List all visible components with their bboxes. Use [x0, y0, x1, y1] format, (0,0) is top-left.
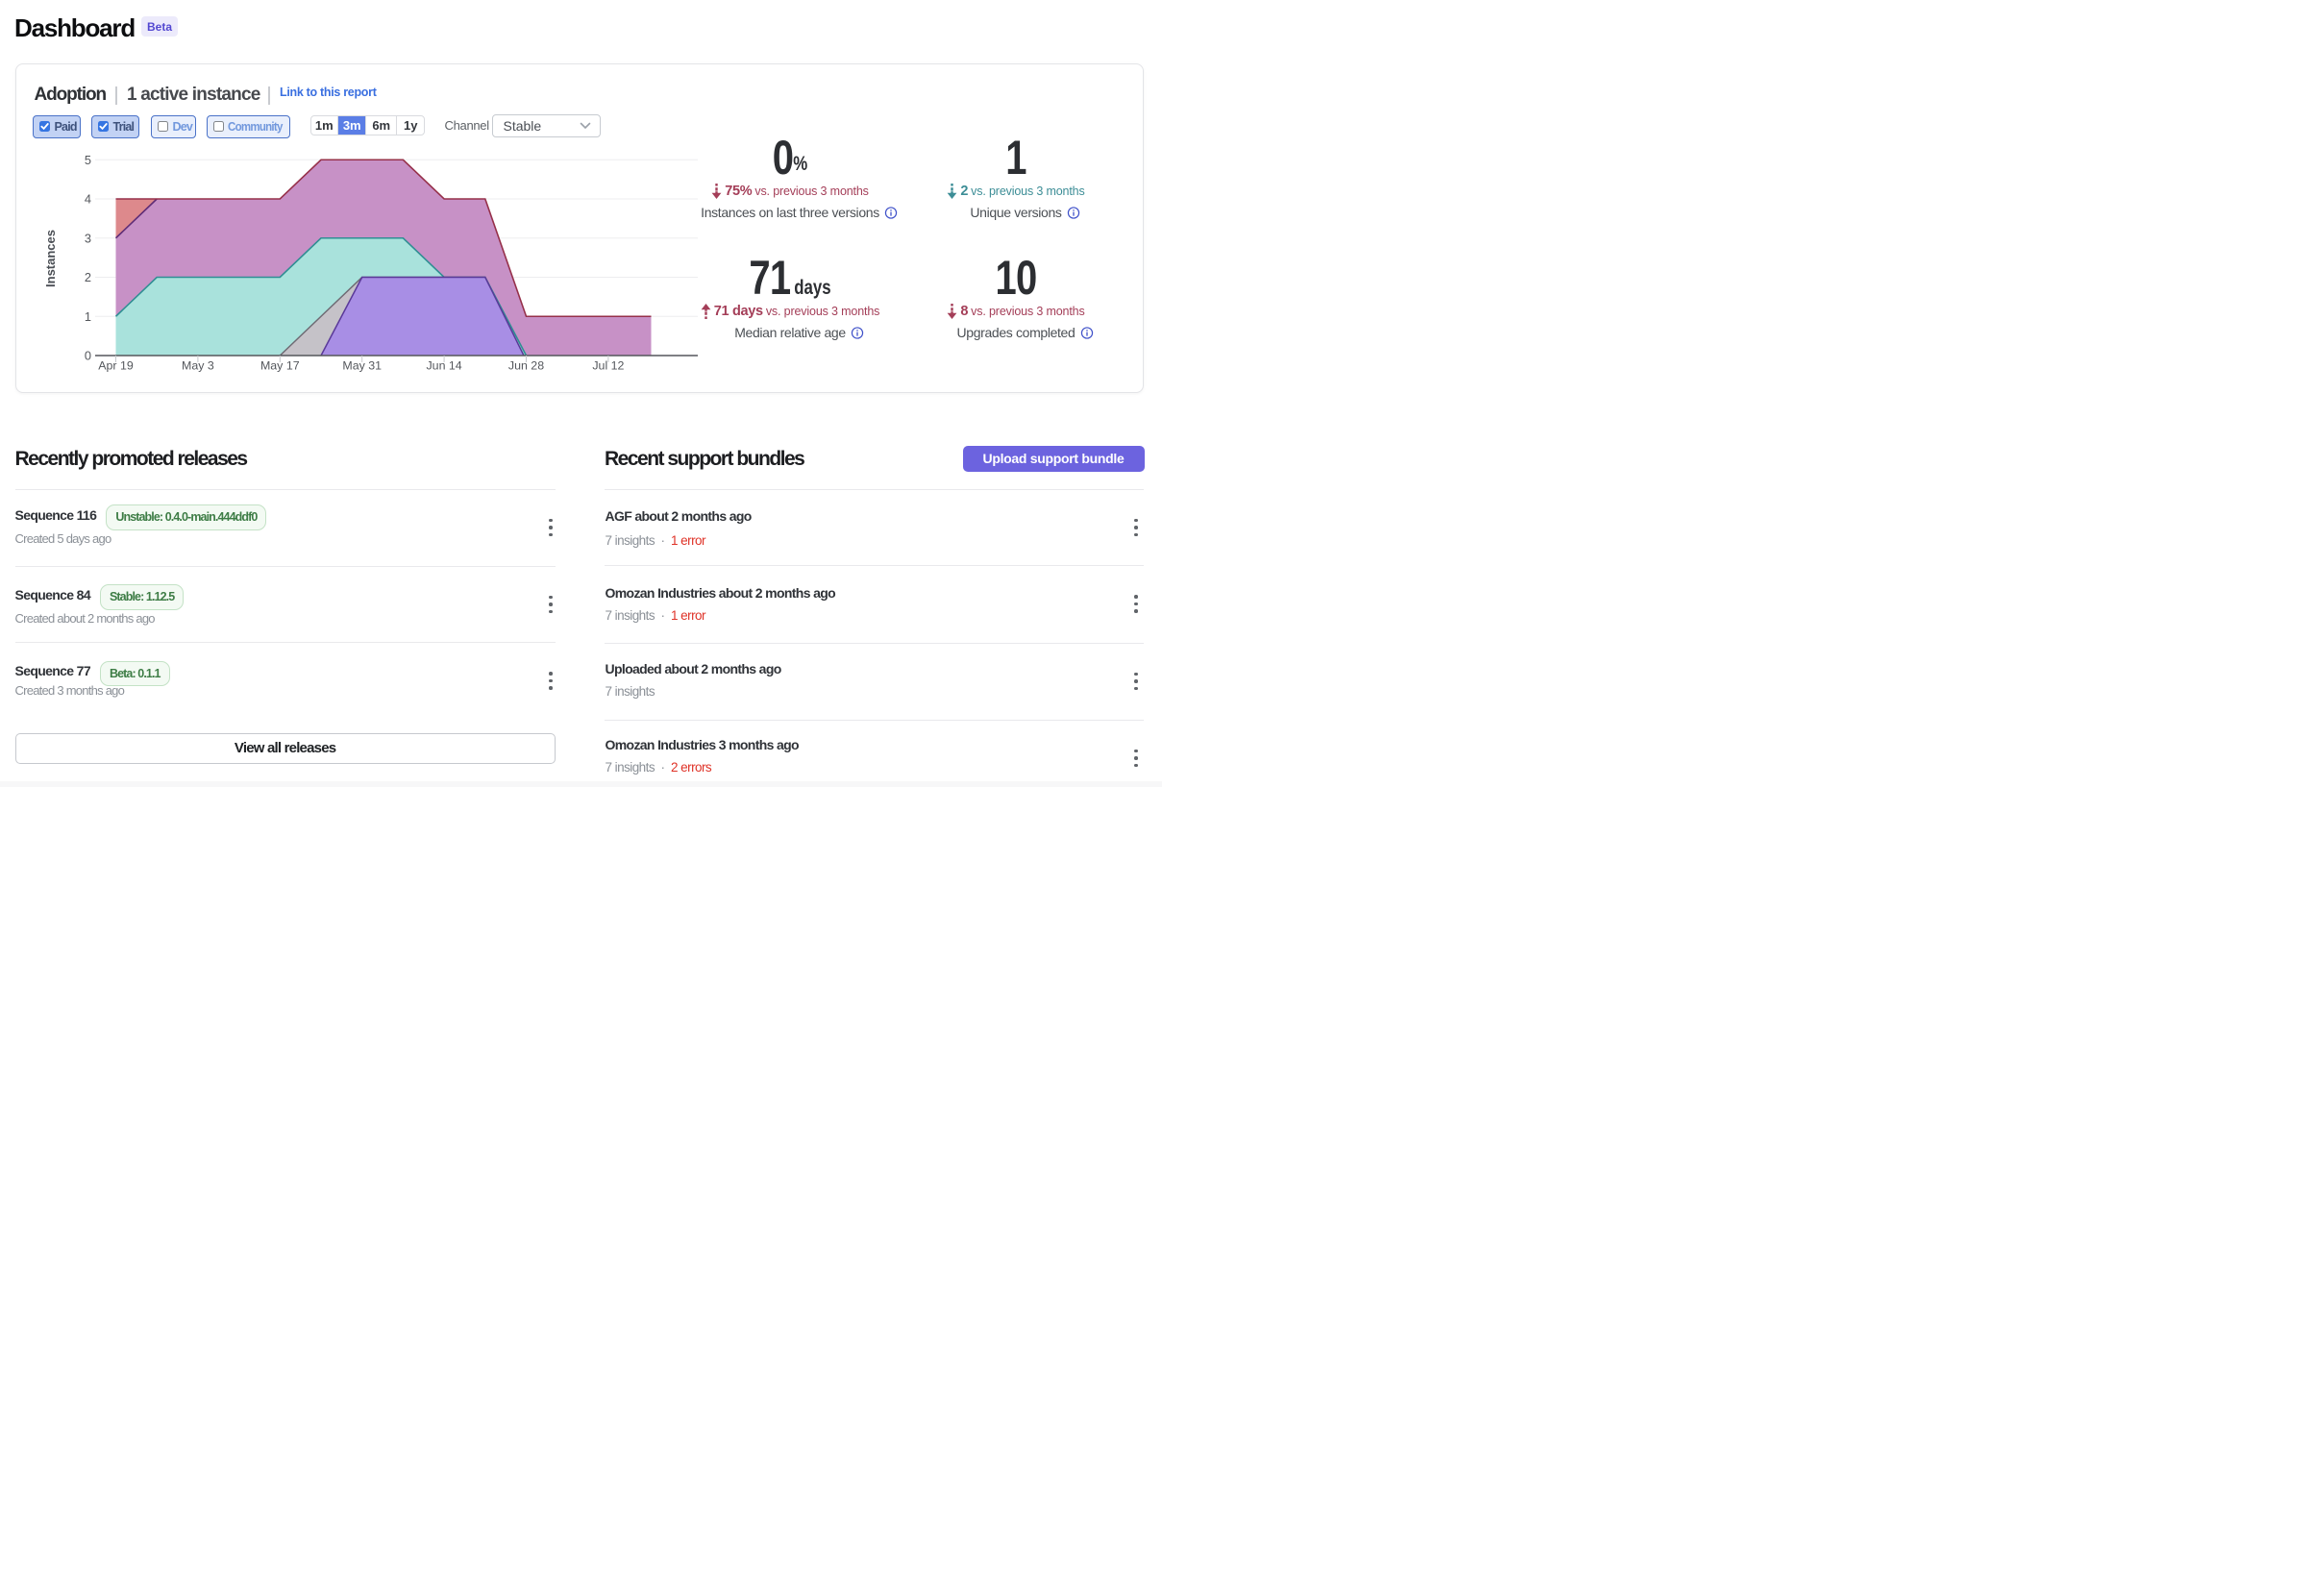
svg-text:5: 5	[85, 153, 91, 167]
svg-text:Instances: Instances	[43, 230, 58, 287]
svg-text:May 31: May 31	[342, 359, 382, 373]
svg-text:May 3: May 3	[182, 359, 214, 373]
svg-text:0: 0	[85, 349, 91, 363]
svg-text:Jun 28: Jun 28	[508, 359, 544, 373]
svg-text:3: 3	[85, 231, 91, 245]
svg-text:4: 4	[85, 192, 91, 207]
svg-text:Apr 19: Apr 19	[98, 359, 134, 373]
svg-text:May 17: May 17	[260, 359, 300, 373]
svg-text:1: 1	[85, 309, 91, 324]
svg-text:2: 2	[85, 270, 91, 284]
svg-text:Jun 14: Jun 14	[426, 359, 461, 373]
svg-text:Jul 12: Jul 12	[592, 359, 624, 373]
